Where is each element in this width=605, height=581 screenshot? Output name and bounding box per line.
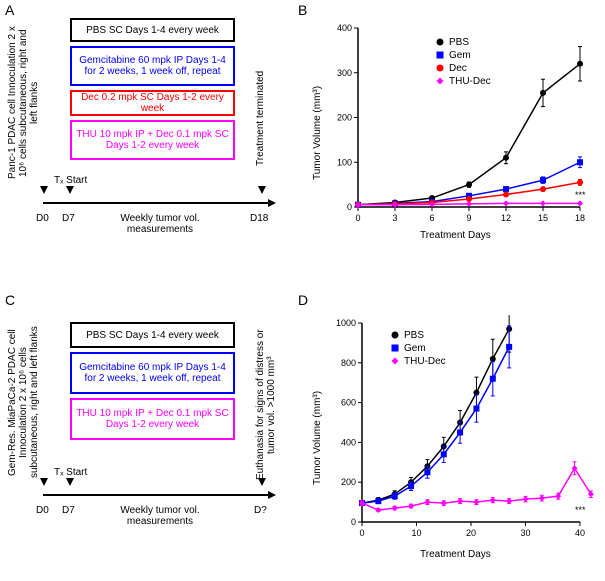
svg-text:800: 800 — [341, 358, 356, 368]
svg-text:400: 400 — [341, 437, 356, 447]
arrow-d18-a — [258, 186, 266, 194]
tl-d7-a: D7 — [62, 213, 75, 224]
svg-text:Gem: Gem — [449, 50, 471, 61]
panel-a-label: A — [5, 2, 14, 18]
svg-text:18: 18 — [575, 213, 585, 223]
panel-a-left-text: Panc-1 PDAC cell Innoculation 2 x 10⁶ ce… — [7, 23, 40, 183]
panel-b-label: B — [298, 2, 307, 18]
tl-mid-a: Weekly tumor vol. measurements — [100, 213, 220, 235]
tl-tx-c: Tₓ Start — [54, 467, 87, 478]
svg-text:9: 9 — [466, 213, 471, 223]
svg-text:PBS: PBS — [404, 330, 424, 341]
svg-text:12: 12 — [501, 213, 511, 223]
svg-text:6: 6 — [429, 213, 434, 223]
tl-d7-c: D7 — [62, 505, 75, 516]
xlabel-b: Treatment Days — [420, 230, 491, 241]
svg-text:20: 20 — [466, 528, 476, 538]
panel-c-schematic: Gem-Res. MiaPaCa-2 PDAC cell Innoculatio… — [10, 310, 290, 540]
panel-d-chart: Tumor Volume (mm³) 020040060080010000102… — [320, 315, 595, 575]
gem-box-a: Gemcitabine 60 mpk IP Days 1-4 for 2 wee… — [70, 46, 235, 86]
svg-text:0: 0 — [355, 213, 360, 223]
pbs-box-c: PBS SC Days 1-4 every week — [70, 322, 235, 348]
panel-a-right-text: Treatment terminated — [255, 58, 266, 178]
chart-d-svg: 0 200 400 600 800 1000 0 10 20 30 40 PBS Gem THU-Dec — [320, 315, 595, 550]
svg-text:PBS: PBS — [449, 37, 469, 48]
panel-c-left-text: Gem-Res. MiaPaCa-2 PDAC cell Innoculatio… — [7, 315, 40, 490]
svg-text:30: 30 — [520, 528, 530, 538]
arrow-dq-c — [258, 478, 266, 486]
tl-tx-a: Tₓ Start — [54, 175, 87, 186]
panel-c-label: C — [5, 292, 15, 308]
svg-text:200: 200 — [341, 477, 356, 487]
panel-d-label: D — [298, 292, 308, 308]
tl-dq-c: D? — [254, 505, 267, 516]
tl-d18-a: D18 — [250, 213, 268, 224]
thu-box-a: THU 10 mpk IP + Dec 0.1 mpk SC Days 1-2 … — [70, 120, 235, 160]
tl-mid-c: Weekly tumor vol. measurements — [100, 505, 220, 527]
panel-a-schematic: Panc-1 PDAC cell Innoculation 2 x 10⁶ ce… — [10, 18, 290, 248]
sig-d: *** — [575, 505, 586, 515]
arrow-d0-a — [40, 186, 48, 194]
ylabel-b: Tumor Volume (mm³) — [312, 60, 323, 180]
svg-text:Dec: Dec — [449, 63, 467, 74]
panel-c-right-text: Euthanasia for signs of distress or tumo… — [255, 320, 277, 490]
thu-box-c: THU 10 mpk IP + Dec 0.1 mpk SC Days 1-2 … — [70, 398, 235, 440]
timeline-a — [38, 193, 278, 213]
panel-b-chart: Tumor Volume (mm³) 010020030040003691215… — [320, 20, 595, 250]
xlabel-d: Treatment Days — [420, 549, 491, 560]
svg-text:200: 200 — [337, 113, 352, 123]
gem-box-c: Gemcitabine 60 mpk IP Days 1-4 for 2 wee… — [70, 352, 235, 394]
svg-text:0: 0 — [347, 202, 352, 212]
svg-text:400: 400 — [337, 23, 352, 33]
svg-text:600: 600 — [341, 398, 356, 408]
arrow-d7-a — [66, 186, 74, 194]
svg-text:15: 15 — [538, 213, 548, 223]
svg-text:0: 0 — [351, 517, 356, 527]
svg-text:3: 3 — [392, 213, 397, 223]
sig-b: *** — [575, 190, 586, 200]
chart-b-svg: 0 100 200 300 400 0 3 6 9 12 15 18 PBS Gem Dec THU-Dec — [320, 20, 595, 235]
svg-text:1000: 1000 — [336, 318, 356, 328]
svg-text:THU-Dec: THU-Dec — [404, 356, 446, 367]
svg-text:100: 100 — [337, 157, 352, 167]
pbs-box-a: PBS SC Days 1-4 every week — [70, 18, 235, 42]
svg-text:THU-Dec: THU-Dec — [449, 76, 491, 87]
arrow-d7-c — [66, 478, 74, 486]
svg-text:Gem: Gem — [404, 343, 426, 354]
svg-text:10: 10 — [411, 528, 421, 538]
timeline-c — [38, 485, 278, 505]
tl-d0-a: D0 — [36, 213, 49, 224]
svg-text:0: 0 — [359, 528, 364, 538]
svg-text:40: 40 — [575, 528, 585, 538]
svg-text:300: 300 — [337, 68, 352, 78]
ylabel-d: Tumor Volume (mm³) — [312, 365, 323, 485]
arrow-d0-c — [40, 478, 48, 486]
dec-box-a: Dec 0.2 mpk SC Days 1-2 every week — [70, 90, 235, 116]
tl-d0-c: D0 — [36, 505, 49, 516]
